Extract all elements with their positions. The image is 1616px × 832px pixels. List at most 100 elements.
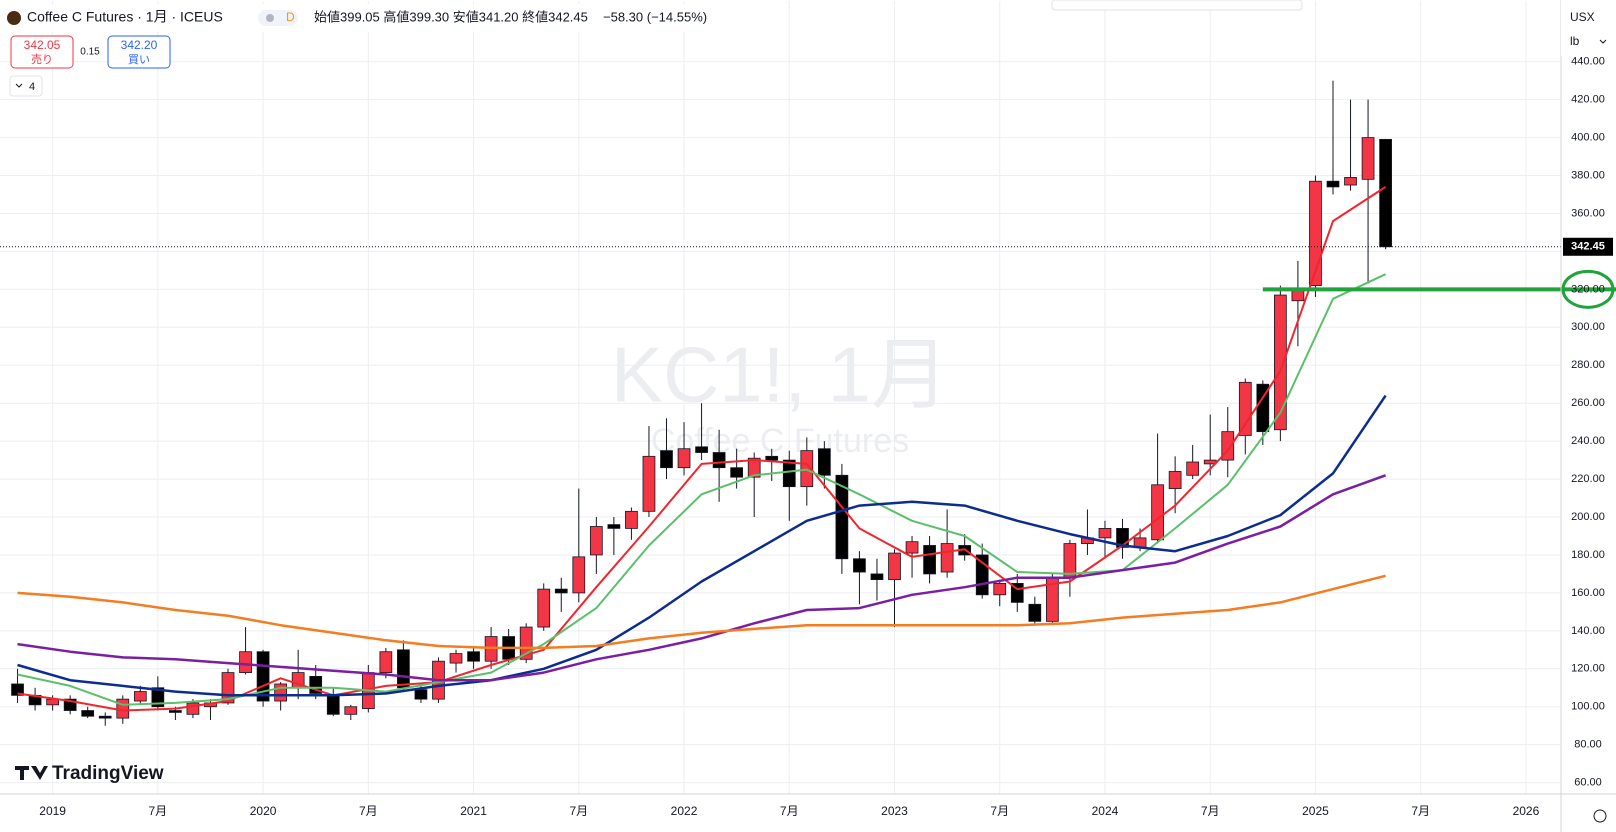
y-tick-label: 400.00 — [1571, 131, 1605, 143]
candle-body — [379, 651, 393, 673]
candle-body — [151, 687, 165, 708]
y-tick-label: 360.00 — [1571, 207, 1605, 219]
candle-body — [554, 588, 568, 594]
y-tick-label: 80.00 — [1574, 739, 1602, 751]
candle-body — [326, 694, 340, 715]
x-tick-label: 2024 — [1092, 804, 1119, 818]
candle-body — [695, 446, 708, 453]
y-tick-label: 420.00 — [1571, 94, 1605, 106]
watermark-sub: Coffee C Futures — [651, 422, 909, 460]
moving-average — [17, 394, 1387, 697]
chevron — [15, 83, 23, 88]
candle-body — [1361, 137, 1375, 180]
buy-price: 342.20 — [121, 38, 158, 52]
candle-body — [1028, 603, 1042, 622]
candle-body — [1238, 381, 1252, 436]
y-tick-label: 200.00 — [1571, 511, 1605, 523]
candle-body — [133, 691, 147, 702]
candle-body — [1168, 471, 1182, 489]
axes: 60.00 80.00 100.00 120.00 140.00 160.00 180.00… — [39, 56, 1615, 818]
spread: 0.15 — [80, 47, 100, 58]
candle-body — [397, 649, 410, 689]
x-tick-label: 2020 — [250, 804, 277, 818]
candle-body — [835, 474, 849, 560]
delay-badge: D — [286, 10, 295, 24]
candle-body — [537, 588, 551, 628]
candle-body — [186, 702, 200, 715]
candle-body — [467, 651, 480, 662]
buy-label: 買い — [128, 53, 150, 66]
y-tick-label: 240.00 — [1571, 435, 1605, 447]
symbol-title[interactable]: Coffee C Futures · 1月 · ICEUS — [27, 9, 223, 25]
candle-body — [11, 683, 24, 696]
x-tick-label: 7月 — [780, 804, 799, 818]
candle-body — [607, 524, 621, 529]
settings-icon[interactable] — [1593, 809, 1607, 823]
candle-body — [677, 448, 691, 469]
candle-body — [747, 457, 761, 478]
y-tick-label: 280.00 — [1571, 359, 1605, 371]
highlight-circle — [1561, 269, 1615, 309]
candle-body — [712, 452, 726, 469]
candle-body — [1151, 484, 1164, 541]
candle-body — [274, 683, 287, 702]
sell-label: 売り — [31, 53, 53, 66]
grid — [0, 1, 1561, 794]
y-tick-label: 100.00 — [1571, 701, 1605, 713]
unit-box — [1561, 0, 1616, 56]
ohlc: 始値399.05 高値399.30 安値341.20 終値342.45 — [314, 9, 588, 24]
candle-body — [572, 556, 586, 594]
candle-body — [169, 710, 182, 713]
symbol-icon — [7, 11, 21, 25]
candle-body — [81, 710, 95, 717]
candle-body — [449, 653, 463, 664]
x-tick-label: 7月 — [359, 804, 378, 818]
candle-body — [1309, 180, 1322, 286]
y-tick-label: 320.00 — [1571, 283, 1605, 295]
y-tick-label: 160.00 — [1571, 587, 1605, 599]
candle-body — [256, 651, 270, 702]
y-tick-label: 300.00 — [1571, 321, 1605, 333]
indicator-toggle[interactable] — [9, 75, 43, 97]
candle-body — [63, 698, 77, 711]
unit[interactable]: lb — [1570, 34, 1580, 48]
buy-button[interactable] — [107, 35, 171, 69]
candle-body — [905, 541, 919, 554]
logo: TradingView — [52, 763, 164, 784]
toolbar[interactable] — [1051, 0, 1303, 11]
x-tick-label: 2025 — [1302, 804, 1329, 818]
candle-body — [239, 651, 252, 673]
candle-body — [589, 526, 603, 556]
y-tick-label: 60.00 — [1574, 777, 1602, 789]
sell-button[interactable] — [10, 35, 74, 69]
y-tick-label: 380.00 — [1571, 169, 1605, 181]
candle-body — [870, 573, 884, 581]
candle-body — [940, 543, 954, 573]
currency[interactable]: USX — [1570, 10, 1595, 24]
moving-average — [17, 574, 1386, 650]
candle-body — [1326, 180, 1340, 188]
x-tick-label: 7月 — [990, 804, 1009, 818]
candle-body — [853, 558, 866, 573]
y-tick-label: 180.00 — [1571, 549, 1605, 561]
candle-body — [221, 672, 235, 704]
candle-body — [414, 689, 428, 700]
candle-body — [782, 459, 796, 488]
candle-body — [309, 675, 323, 694]
candle-body — [1221, 431, 1235, 461]
y-tick-label: 260.00 — [1571, 397, 1605, 409]
candle-body — [1379, 138, 1392, 248]
last-price-box — [1563, 237, 1613, 256]
moving-average — [17, 474, 1387, 682]
candle-body — [765, 455, 779, 461]
candle-body — [642, 455, 656, 512]
x-tick-label: 2021 — [460, 804, 487, 818]
x-tick-label: 7月 — [1201, 804, 1220, 818]
x-tick-label: 7月 — [1411, 804, 1430, 818]
candle-body — [116, 698, 130, 719]
candle-body — [975, 554, 989, 596]
x-tick-label: 7月 — [149, 804, 168, 818]
sell-price: 342.05 — [24, 38, 61, 52]
candle-body — [625, 510, 638, 529]
candle-body — [519, 626, 533, 660]
